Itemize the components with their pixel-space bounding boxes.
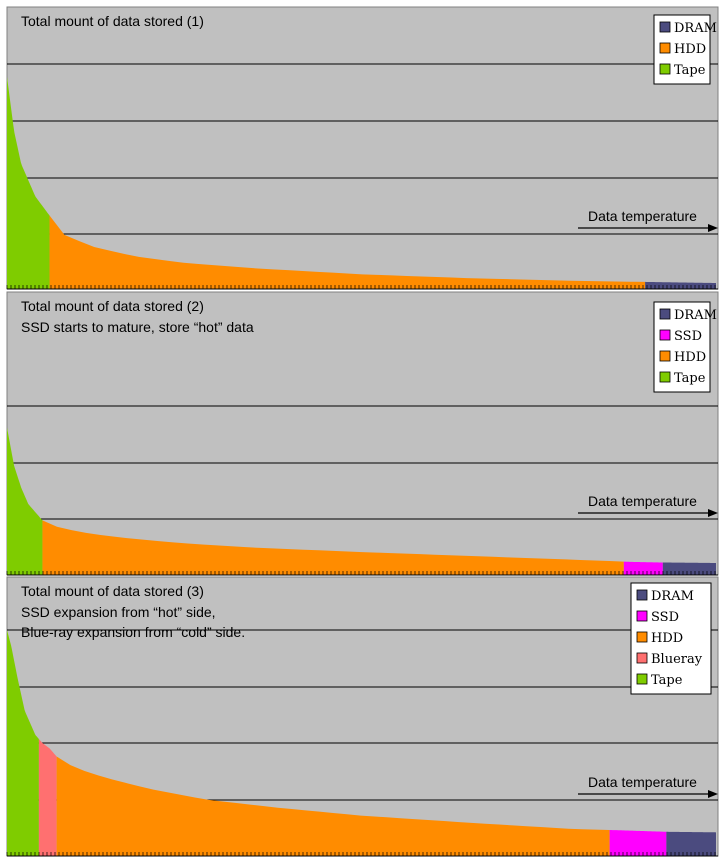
legend-label-hdd: HDD	[651, 631, 683, 646]
area-tape	[7, 630, 39, 856]
temperature-arrow-head	[708, 790, 718, 798]
legend-label-ssd: SSD	[674, 329, 702, 344]
temperature-arrow-head	[708, 509, 718, 517]
area-dram	[666, 831, 716, 856]
legend-label-tape: Tape	[651, 673, 683, 688]
legend-swatch-dram	[659, 308, 671, 320]
legend-label-tape: Tape	[674, 63, 706, 78]
chart-title: Total mount of data stored (3)	[21, 583, 204, 599]
x-axis-label: Data temperature	[588, 493, 697, 509]
legend-label-hdd: HDD	[674, 350, 706, 365]
chart-subtitle: SSD expansion from “hot” side,	[21, 604, 216, 620]
legend-label-ssd: SSD	[651, 610, 679, 625]
x-axis-label: Data temperature	[588, 774, 697, 790]
plot-background	[6, 291, 719, 576]
area-hdd	[56, 756, 610, 856]
x-axis-label: Data temperature	[588, 208, 697, 224]
legend-swatch-hdd	[659, 350, 671, 362]
area-tape	[7, 76, 50, 289]
area-tape	[7, 427, 43, 575]
area-hdd	[49, 215, 646, 289]
chart-panel-1: Total mount of data stored (1) Data tempe…	[6, 6, 719, 290]
legend-label-dram: DRAM	[651, 589, 694, 604]
chart-subtitle-2: Blue-ray expansion from “cold” side.	[21, 624, 245, 640]
area-hdd	[42, 520, 624, 575]
legend: DRAM HDD Tape	[653, 14, 717, 85]
legend-label-blueray: Blueray	[651, 652, 703, 667]
legend-swatch-dram	[659, 21, 671, 33]
area-ssd	[623, 561, 663, 575]
x-axis-ticks	[6, 852, 716, 856]
area-ssd	[609, 830, 667, 856]
legend-swatch-tape	[659, 63, 671, 75]
legend-swatch-tape	[636, 673, 648, 685]
plot-background	[6, 6, 719, 290]
legend-swatch-blueray	[636, 652, 648, 664]
temperature-arrow-head	[708, 224, 718, 232]
chart-panel-2: Total mount of data stored (2) SSD starts…	[6, 291, 719, 576]
chart-subtitle: SSD starts to mature, store “hot” data	[21, 319, 254, 335]
x-axis-ticks	[6, 571, 716, 575]
legend-swatch-tape	[659, 371, 671, 383]
chart-title: Total mount of data stored (1)	[21, 13, 204, 29]
legend-label-hdd: HDD	[674, 42, 706, 57]
area-blueray	[38, 738, 57, 856]
legend-swatch-hdd	[659, 42, 671, 54]
legend-label-dram: DRAM	[674, 308, 717, 323]
legend-label-dram: DRAM	[674, 21, 717, 36]
legend-swatch-ssd	[636, 610, 648, 622]
legend-label-tape: Tape	[674, 371, 706, 386]
legend: DRAM SSD HDD Blueray Tape	[630, 582, 712, 695]
chart-title: Total mount of data stored (2)	[21, 298, 204, 314]
area-dram	[645, 281, 716, 289]
legend-swatch-hdd	[636, 631, 648, 643]
x-axis-ticks	[6, 285, 716, 289]
legend: DRAM SSD HDD Tape	[653, 301, 717, 393]
legend-swatch-dram	[636, 589, 648, 601]
chart-panel-3: Total mount of data stored (3) SSD expans…	[6, 576, 719, 857]
legend-swatch-ssd	[659, 329, 671, 341]
